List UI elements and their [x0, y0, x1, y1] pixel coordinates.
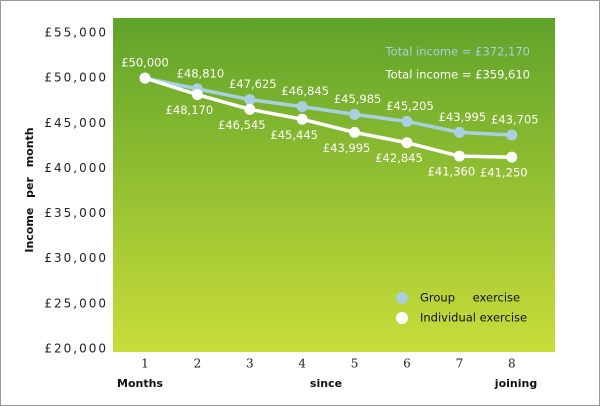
y-axis-label: Income per month	[23, 127, 36, 252]
data-point	[349, 108, 361, 120]
x-axis-label: since	[310, 377, 342, 390]
y-tick-label: £35,000	[44, 206, 108, 220]
data-label: £46,545	[218, 118, 266, 132]
data-point	[244, 94, 256, 106]
data-label: £48,810	[177, 66, 225, 80]
data-point	[453, 150, 465, 162]
data-label: £43,995	[323, 141, 371, 155]
legend-marker	[396, 312, 408, 324]
total-income: Total income = £359,610	[385, 68, 530, 82]
y-tick-label: £50,000	[44, 71, 108, 85]
data-label: £43,995	[439, 110, 487, 124]
y-tick-label: £55,000	[44, 26, 108, 40]
legend-label: Group exercise	[420, 291, 520, 305]
series-line	[144, 76, 512, 159]
x-tick-label: 7	[456, 357, 464, 371]
data-point	[506, 129, 518, 141]
data-point	[401, 137, 413, 149]
data-label: £41,360	[428, 165, 476, 179]
legend-marker	[396, 292, 408, 304]
data-point	[244, 103, 256, 115]
series-line	[144, 76, 512, 137]
data-label: £42,845	[375, 151, 423, 165]
data-label: £45,445	[270, 128, 318, 142]
x-tick-label: 3	[246, 357, 254, 371]
data-point	[401, 115, 413, 127]
y-tick-label: £40,000	[44, 161, 108, 175]
plot-area	[113, 18, 555, 352]
data-point	[453, 126, 465, 138]
data-point	[191, 89, 203, 101]
data-label: £43,705	[491, 112, 539, 126]
y-tick-label: £25,000	[44, 296, 108, 310]
x-tick-label: 4	[298, 357, 306, 371]
data-label: £41,250	[480, 166, 528, 180]
x-tick-label: 5	[351, 357, 359, 371]
x-tick-label: 1	[141, 357, 149, 371]
data-point	[296, 113, 308, 125]
x-tick-label: 6	[403, 357, 411, 371]
x-axis-label: Months	[117, 377, 163, 390]
data-point	[349, 126, 361, 138]
data-label: £50,000	[121, 56, 169, 70]
y-tick-label: £30,000	[44, 251, 108, 265]
data-label: £45,205	[386, 99, 434, 113]
data-label: £48,170	[166, 103, 214, 117]
y-tick-label: £20,000	[44, 342, 108, 356]
data-point	[506, 151, 518, 163]
data-label: £46,845	[281, 84, 329, 98]
y-tick-label: £45,000	[44, 116, 108, 130]
x-tick-label: 2	[194, 357, 202, 371]
x-tick-label: 8	[508, 357, 516, 371]
total-income: Total income = £372,170	[385, 45, 530, 59]
data-label: £47,625	[229, 77, 277, 91]
x-axis-label: joining	[494, 377, 537, 390]
data-point	[139, 72, 151, 84]
data-label: £45,985	[334, 92, 382, 106]
data-point	[296, 101, 308, 113]
legend-label: Individual exercise	[420, 311, 527, 325]
